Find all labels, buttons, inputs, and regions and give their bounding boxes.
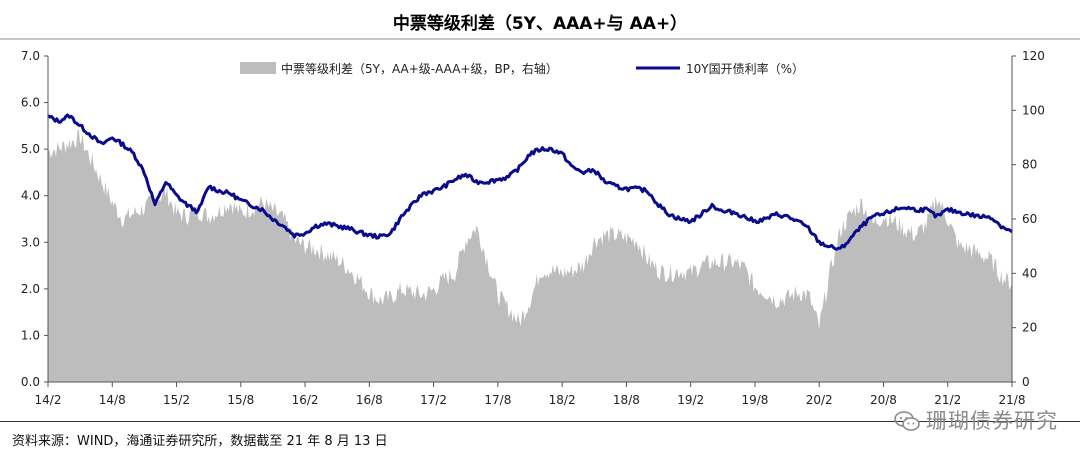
x-tick-label: 21/2 [934, 393, 961, 407]
y-left-tick-label: 0.0 [21, 375, 40, 389]
y-right-tick-label: 100 [1022, 103, 1045, 117]
spread-area [48, 129, 1012, 382]
x-tick-label: 18/8 [613, 393, 640, 407]
x-tick-label: 18/2 [549, 393, 576, 407]
x-tick-label: 17/2 [420, 393, 447, 407]
watermark: 珊瑚债券研究 [894, 405, 1058, 435]
yield-line [47, 113, 1013, 251]
y-left-tick-label: 5.0 [21, 142, 40, 156]
x-tick-label: 21/8 [999, 393, 1026, 407]
y-right-tick-label: 60 [1022, 212, 1037, 226]
line-layer [47, 113, 1013, 251]
area-layer [48, 129, 1012, 382]
chart-canvas: 0.0 1.0 2.0 3.0 4.0 5.0 6.0 7.0 0 20 40 60 80 100 120 1… [21, 49, 1045, 407]
y-left-tick-label: 2.0 [21, 282, 40, 296]
y-right-tick-label: 20 [1022, 321, 1037, 335]
title-bar: 中票等级利差（5Y、AAA+与 AA+） [0, 0, 1080, 40]
y-left-tick-label: 6.0 [21, 96, 40, 110]
x-tick-label: 20/2 [806, 393, 833, 407]
chart-title: 中票等级利差（5Y、AAA+与 AA+） [392, 14, 688, 34]
y-left-tick-label: 3.0 [21, 235, 40, 249]
x-tick-label: 19/8 [741, 393, 768, 407]
x-tick-label: 20/8 [870, 393, 897, 407]
y-left-tick-label: 4.0 [21, 189, 40, 203]
y-left-tick-label: 7.0 [21, 49, 40, 63]
y-left-tick-label: 1.0 [21, 328, 40, 342]
footer-divider [0, 421, 1080, 422]
wechat-icon [894, 411, 920, 431]
legend-area-swatch [240, 62, 276, 74]
y-right-tick-label: 80 [1022, 158, 1037, 172]
y-right-tick-label: 0 [1022, 375, 1030, 389]
x-tick-label: 16/8 [356, 393, 383, 407]
legend-line-label: 10Y国开债利率（%） [686, 61, 804, 76]
source-note: 资料来源：WIND，海通证券研究所，数据截至 21 年 8 月 13 日 [12, 434, 388, 449]
x-tick-label: 15/8 [227, 393, 254, 407]
x-tick-label: 17/8 [484, 393, 511, 407]
legend: 中票等级利差（5Y，AA+级-AAA+级，BP，右轴） 10Y国开债利率（%） [240, 61, 804, 76]
axis-layer: 0.0 1.0 2.0 3.0 4.0 5.0 6.0 7.0 0 20 40 60 80 100 120 1… [21, 49, 1045, 407]
x-tick-label: 14/8 [99, 393, 126, 407]
x-tick-label: 15/2 [163, 393, 190, 407]
x-tick-label: 14/2 [35, 393, 62, 407]
watermark-text: 珊瑚债券研究 [926, 409, 1058, 433]
y-right-tick-label: 120 [1022, 49, 1045, 63]
x-tick-label: 16/2 [292, 393, 319, 407]
x-tick-label: 19/2 [677, 393, 704, 407]
legend-area-label: 中票等级利差（5Y，AA+级-AAA+级，BP，右轴） [281, 61, 558, 76]
y-right-tick-label: 40 [1022, 266, 1037, 280]
